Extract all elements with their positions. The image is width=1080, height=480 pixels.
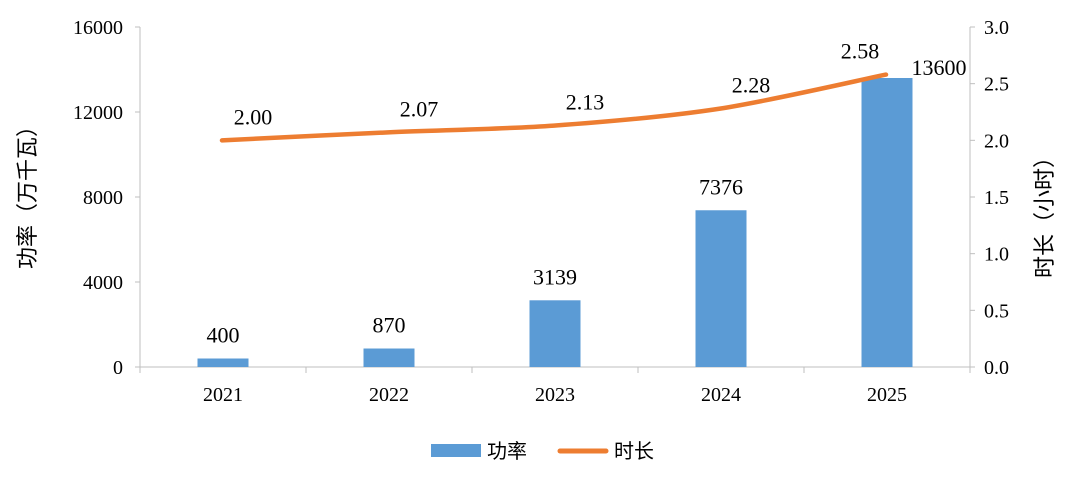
legend-label-line: 时长 (614, 439, 654, 463)
x-tick-label: 2022 (369, 384, 409, 406)
x-tick-label: 2023 (535, 384, 575, 406)
bar-value-label: 13600 (912, 55, 967, 80)
bar-value-label: 7376 (699, 174, 743, 199)
legend-label-bar: 功率 (487, 439, 527, 463)
bar-2023 (529, 300, 581, 367)
line-value-label: 2.00 (234, 104, 273, 129)
y-left-tick-label: 0 (113, 357, 123, 379)
bar-value-label: 870 (373, 313, 406, 338)
y-right-tick-label: 2.5 (984, 74, 1009, 96)
line-value-label: 2.07 (400, 96, 439, 121)
y-right-tick-label: 0.5 (984, 300, 1009, 322)
x-tick-label: 2021 (203, 384, 243, 406)
bar-2024 (695, 210, 747, 367)
y-right-axis-title: 时长（小时） (1033, 146, 1058, 278)
line-value-label: 2.58 (841, 39, 880, 64)
y-right-tick-label: 2.0 (984, 130, 1009, 152)
x-tick-label: 2024 (701, 384, 741, 406)
bar-2021 (197, 358, 249, 367)
bar-2022 (363, 348, 415, 367)
line-value-label: 2.28 (732, 73, 771, 98)
y-left-axis-title: 功率（万千瓦） (16, 115, 41, 269)
bar-2025 (861, 78, 913, 367)
y-right-tick-label: 3.0 (984, 17, 1009, 39)
y-right-tick-label: 1.5 (984, 187, 1009, 209)
legend-swatch-bar (431, 444, 481, 457)
bar-value-label: 400 (207, 323, 240, 348)
y-left-tick-label: 4000 (83, 272, 123, 294)
y-right-tick-label: 0.0 (984, 357, 1009, 379)
y-left-tick-label: 8000 (83, 187, 123, 209)
line-series-duration (219, 72, 889, 143)
y-right-tick-label: 1.0 (984, 244, 1009, 266)
x-tick-label: 2025 (867, 384, 907, 406)
y-left-tick-label: 16000 (73, 17, 123, 39)
line-value-label: 2.13 (566, 90, 605, 115)
y-left-tick-label: 12000 (73, 102, 123, 124)
bar-value-label: 3139 (533, 264, 577, 289)
